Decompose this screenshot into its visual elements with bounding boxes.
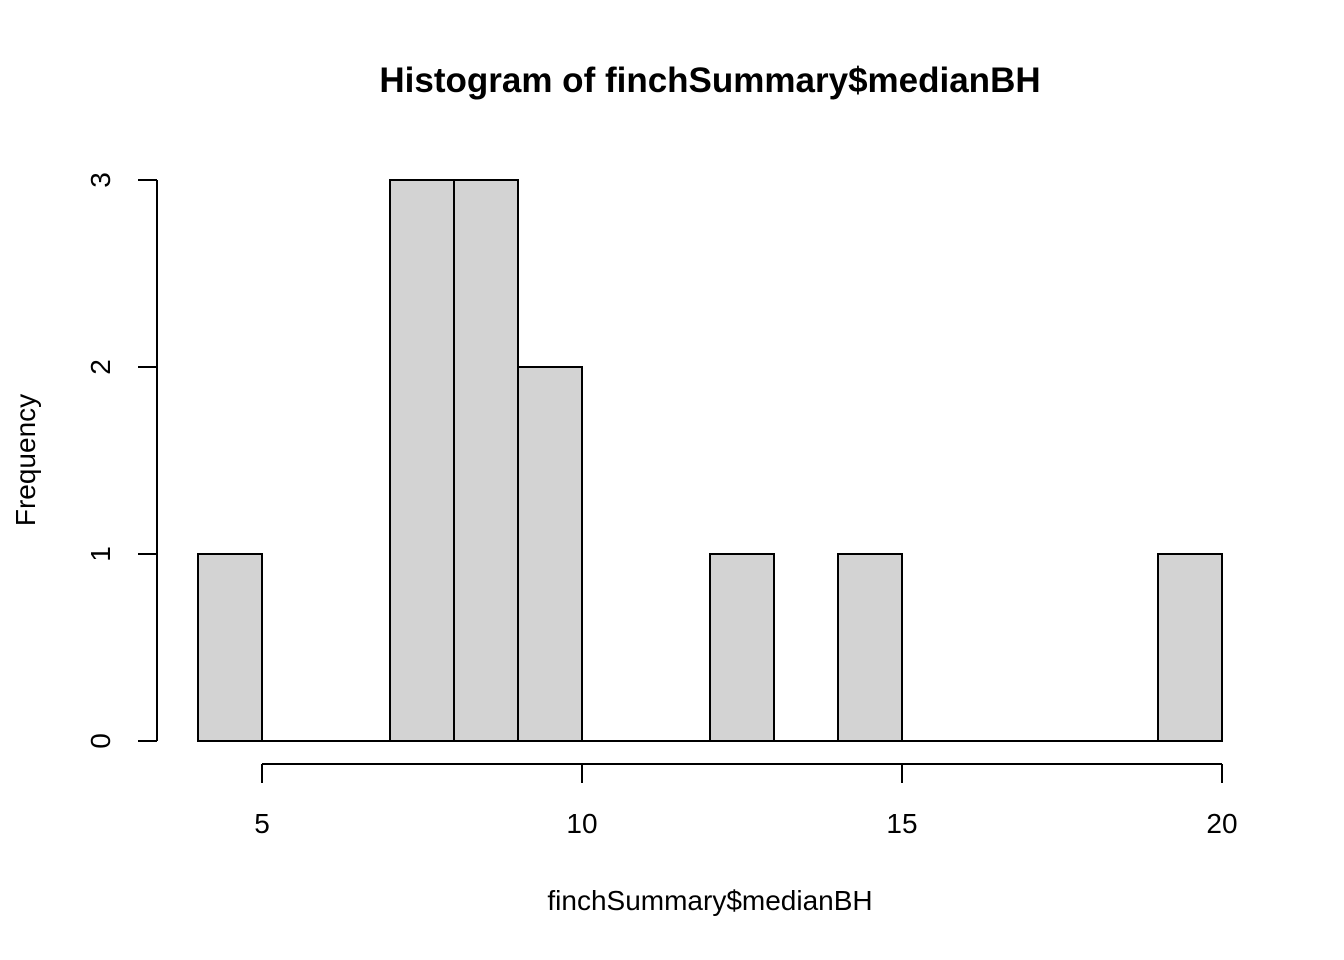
histogram-bar bbox=[517, 366, 583, 742]
histogram-bar bbox=[453, 179, 519, 742]
y-axis-label: Frequency bbox=[10, 394, 41, 526]
y-tick-label: 3 bbox=[85, 172, 116, 188]
x-axis: 5 10 15 20 bbox=[254, 763, 1238, 839]
histogram-bar bbox=[837, 553, 903, 742]
y-axis: 0 1 2 3 bbox=[85, 172, 158, 749]
chart-title: Histogram of finchSummary$medianBH bbox=[379, 61, 1040, 100]
histogram-bar bbox=[389, 179, 455, 742]
x-axis-label: finchSummary$medianBH bbox=[547, 885, 872, 916]
x-tick-label: 5 bbox=[254, 808, 270, 839]
y-tick-label: 0 bbox=[85, 733, 116, 749]
bars-group bbox=[197, 179, 1223, 742]
y-tick-label: 1 bbox=[85, 546, 116, 562]
histogram-bar bbox=[1157, 553, 1223, 742]
x-tick-label: 20 bbox=[1206, 808, 1237, 839]
x-tick-label: 10 bbox=[566, 808, 597, 839]
x-tick-label: 15 bbox=[886, 808, 917, 839]
histogram-bar bbox=[197, 553, 263, 742]
y-tick-label: 2 bbox=[85, 359, 116, 375]
histogram-bar bbox=[709, 553, 775, 742]
